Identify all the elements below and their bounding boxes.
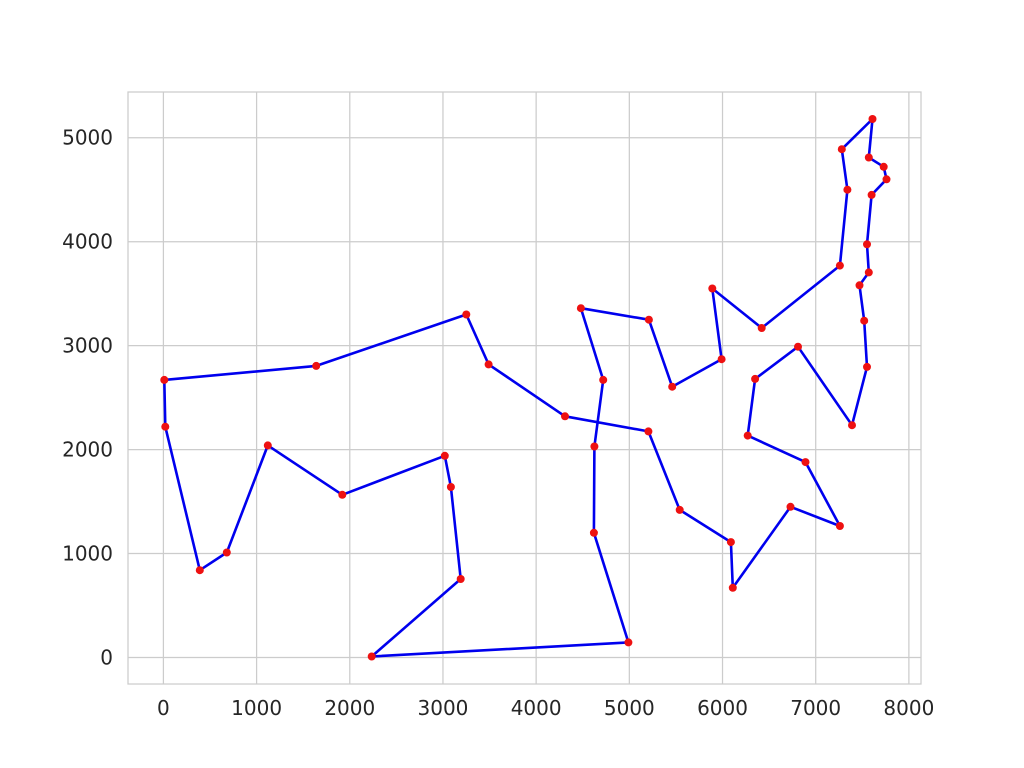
city-point [644,427,653,436]
x-tick-label: 3000 [418,696,469,720]
y-tick-label: 4000 [62,230,113,254]
x-tick-label: 1000 [231,696,282,720]
city-point [195,566,204,575]
city-point [644,315,653,324]
city-point [222,548,231,557]
city-point [263,441,272,450]
city-point [462,310,471,319]
x-tick-label: 5000 [604,696,655,720]
tick-labels: 0 1000 2000 3000 4000 5000 6000 7000 8000 0 1000 20… [62,126,934,720]
city-point [708,284,717,293]
city-point [624,638,633,647]
city-point [446,483,455,491]
city-point [864,268,873,277]
city-point [837,145,846,154]
city-point [867,190,876,199]
city-point [675,505,684,514]
city-point [751,374,760,383]
city-point [835,522,844,530]
city-point [338,490,347,499]
city-point [456,575,465,583]
x-tick-label: 4000 [511,696,562,720]
city-point [367,652,376,661]
y-tick-label: 3000 [62,334,113,358]
city-point [882,175,891,184]
x-tick-label: 2000 [324,696,375,720]
city-point [484,360,493,369]
city-point [440,451,449,460]
y-tick-label: 2000 [62,438,113,462]
city-point [848,421,856,430]
x-tick-label: 6000 [697,696,748,720]
grid [128,92,921,684]
city-point [794,342,802,351]
city-point [843,185,852,194]
city-point [757,324,766,332]
x-tick-label: 7000 [790,696,841,720]
x-tick-label: 0 [157,696,170,720]
y-tick-label: 1000 [62,542,113,566]
city-point [312,361,321,370]
y-tick-label: 0 [100,645,113,669]
city-point [726,538,735,547]
city-point [860,316,869,325]
city-point [717,355,726,364]
city-point [561,412,569,421]
plot-frame [127,91,922,685]
city-point [160,375,169,384]
city-point [863,362,871,371]
city-point [576,304,585,313]
city-point [786,502,795,511]
city-points [160,115,891,661]
city-point [835,261,844,270]
y-tick-label: 5000 [62,126,113,150]
city-point [599,375,608,384]
city-point [590,442,599,451]
city-point [589,528,598,537]
city-point [161,422,170,431]
city-point [863,240,871,249]
city-point [728,583,737,592]
city-point [668,382,677,391]
x-tick-label: 8000 [883,696,934,720]
city-point [801,458,810,467]
city-point [855,281,864,290]
city-point [743,431,752,440]
city-point [864,153,873,162]
city-point [868,115,877,123]
city-point [879,162,888,171]
